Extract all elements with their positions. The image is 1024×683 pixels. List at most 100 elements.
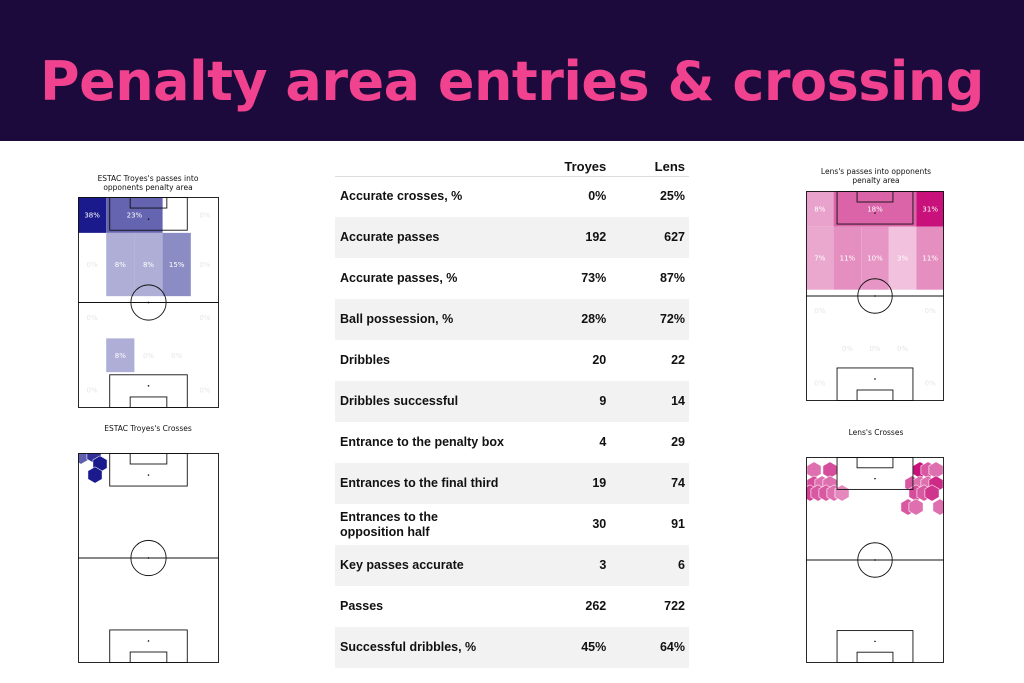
row-troyes-value: 30 — [592, 517, 607, 531]
row-lens-value: 627 — [610, 217, 689, 258]
cross-hexes — [806, 461, 944, 516]
row-lens-value: 91 — [671, 517, 685, 531]
cross-hex — [87, 466, 103, 484]
heat-zone-label: 31% — [922, 205, 938, 213]
heat-zone — [833, 191, 917, 227]
heat-zone-label: 0% — [897, 345, 908, 353]
stats-table: Troyes Lens Accurate crosses, % 0% 25% A… — [335, 158, 689, 668]
table-row: Ball possession, % 28% 72% — [335, 299, 689, 340]
cross-hex — [924, 484, 940, 502]
header-troyes: Troyes — [505, 158, 611, 177]
row-label: Successful dribbles, % — [335, 627, 505, 668]
heat-zone-label: 7% — [814, 255, 825, 263]
heat-zone-label: 0% — [199, 211, 210, 219]
heat-zone-label: 15% — [169, 261, 185, 269]
lens-crosses-pitch — [806, 457, 944, 663]
troyes-heatmap-title: ESTAC Troyes's passes into opponents pen… — [97, 174, 199, 192]
row-troyes-value: 73% — [581, 271, 607, 285]
centre-circle — [130, 284, 167, 321]
heat-zone — [806, 191, 834, 227]
heat-zone — [134, 232, 163, 297]
heat-zone-label: 11% — [922, 255, 938, 263]
row-label: Ball possession, % — [335, 299, 505, 340]
header-stat — [335, 158, 505, 177]
table-row: Entrances to the opposition half 30 91 — [335, 504, 689, 545]
centre-spot — [147, 301, 150, 304]
top-six-yard-box — [856, 191, 894, 203]
heat-zone — [916, 191, 944, 227]
heat-zone-label: 8% — [143, 261, 154, 269]
row-label: Accurate passes, % — [340, 271, 458, 285]
heat-zone-label: 0% — [87, 197, 98, 199]
row-label: Entrances to the final third — [335, 463, 505, 504]
table-row: Entrance to the penalty box 4 29 — [335, 422, 689, 463]
heat-zone-label: 0% — [199, 261, 210, 269]
row-lens-value: 25% — [659, 189, 685, 204]
row-label: Key passes accurate — [335, 545, 505, 586]
heat-zone-label: 8% — [115, 352, 126, 360]
row-label: Passes — [340, 599, 384, 613]
centre-circle — [130, 539, 167, 577]
troyes-passes-heatmap: 38% 23% 0% 0% 8% 8% 15% 0% 0% 0% 8% 0% 0% 0% 0% 0% 0% — [78, 197, 219, 408]
lens-heatmap-title: Lens's passes into opponents penalty are… — [820, 167, 932, 185]
heat-zone-label: 0% — [869, 345, 880, 353]
page-title: Penalty area entries & crossing — [40, 50, 984, 113]
top-six-yard-box — [129, 197, 168, 209]
centre-spot — [874, 559, 876, 561]
heat-zone-label: 0% — [925, 307, 936, 315]
heat-zone-label: 0% — [925, 380, 936, 388]
row-lens-value: 722 — [664, 599, 685, 613]
heat-zone-label: 0% — [814, 191, 825, 193]
row-troyes-value: 45% — [505, 627, 611, 668]
row-lens-value: 6 — [610, 545, 689, 586]
top-penalty-box — [109, 453, 188, 487]
table-row: Accurate crosses, % 0% 25% — [335, 176, 689, 217]
heat-zone-label: 0% — [842, 345, 853, 353]
row-label: Entrance to the penalty box — [340, 435, 504, 449]
row-lens-value: 14 — [610, 381, 689, 422]
pitch-lines — [806, 191, 944, 401]
heat-zone — [888, 226, 917, 290]
centre-spot — [874, 295, 876, 297]
top-six-yard-box — [856, 457, 894, 469]
centre-circle — [857, 542, 893, 578]
row-troyes-value: 28% — [505, 299, 611, 340]
heat-zone-label: 0% — [814, 380, 825, 388]
bottom-penalty-spot — [874, 640, 876, 643]
row-label: Dribbles — [340, 353, 391, 367]
bottom-six-yard-box — [856, 389, 894, 401]
troyes-crosses-title: ESTAC Troyes's Crosses — [104, 424, 192, 433]
cross-hex — [78, 453, 89, 465]
table-row: Dribbles 20 22 — [335, 340, 689, 381]
row-label: Entrances to the opposition half — [340, 509, 438, 539]
cross-hex — [908, 498, 924, 516]
table-row: Key passes accurate 3 6 — [335, 545, 689, 586]
table-row: Dribbles successful 9 14 — [335, 381, 689, 422]
lens-crosses-title: Lens's Crosses — [848, 428, 904, 437]
heat-zone-label: 10% — [867, 255, 883, 263]
heat-zone-label: 38% — [84, 211, 100, 219]
heat-zone-label: 0% — [199, 314, 210, 322]
row-label: Accurate passes — [335, 217, 505, 258]
cross-hex — [834, 484, 850, 502]
row-lens-value: 64% — [610, 627, 689, 668]
centre-circle — [857, 278, 893, 314]
row-troyes-value: 262 — [585, 599, 607, 613]
header-lens: Lens — [610, 158, 689, 177]
heat-zone-label: 18% — [867, 205, 883, 213]
table-header-row: Troyes Lens — [335, 158, 689, 177]
bottom-six-yard-box — [129, 396, 168, 408]
row-troyes-value: 19 — [505, 463, 611, 504]
bottom-six-yard-box — [129, 651, 168, 663]
heat-zone-label: 23% — [127, 211, 143, 219]
heat-zone-label: 8% — [115, 261, 126, 269]
row-troyes-value: 192 — [505, 217, 611, 258]
row-troyes-value: 4 — [599, 435, 607, 449]
top-penalty-spot — [874, 477, 876, 480]
bottom-penalty-spot — [147, 385, 150, 387]
row-lens-value: 87% — [659, 271, 685, 285]
heat-zone-label: 0% — [199, 387, 210, 395]
heat-zone — [162, 232, 191, 297]
top-penalty-spot — [147, 218, 150, 220]
top-penalty-spot — [874, 212, 876, 214]
